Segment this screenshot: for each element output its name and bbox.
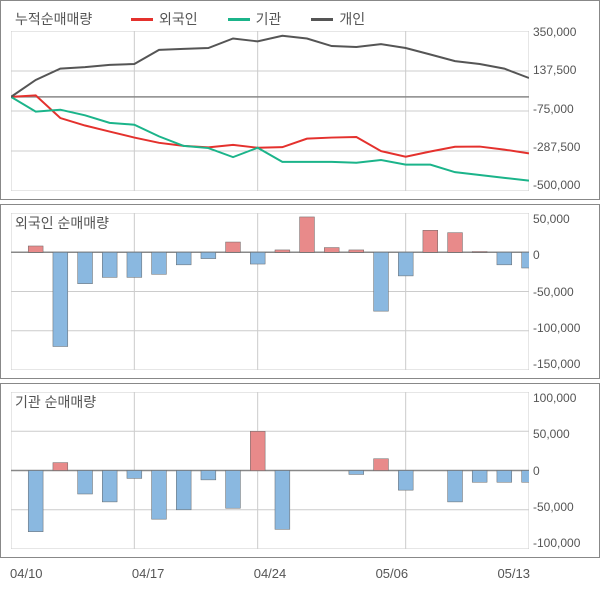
- institution-net-trade-panel: 기관 순매매량 100,00050,0000-50,000-100,000: [0, 383, 600, 558]
- legend-swatch-foreign: [131, 18, 153, 21]
- legend-swatch-institution: [228, 18, 250, 21]
- legend-label-individual: 개인: [339, 9, 365, 29]
- x-tick-label: 05/06: [376, 566, 409, 598]
- y-tick-label: -150,000: [533, 358, 595, 370]
- x-tick-label: 05/13: [497, 566, 530, 598]
- legend-label-institution: 기관: [256, 9, 282, 29]
- panel1-chart-area: [11, 31, 529, 191]
- y-tick-label: 0: [533, 465, 595, 477]
- y-tick-label: -50,000: [533, 501, 595, 513]
- y-tick-label: 50,000: [533, 428, 595, 440]
- panel1-svg: [11, 31, 529, 191]
- x-axis: 04/10 04/17 04/24 05/06 05/13: [0, 558, 600, 598]
- cumulative-net-trade-panel: 누적순매매량 외국인 기관 개인 350,000 137,500 -75,000 -2…: [0, 0, 600, 200]
- legend-item-foreign: 외국인: [131, 9, 198, 29]
- panel1-y-axis: 350,000 137,500 -75,000 -287,500 -500,000: [533, 26, 595, 191]
- y-tick-label: 0: [533, 249, 595, 261]
- x-tick-label: 04/24: [254, 566, 287, 598]
- y-tick-label: 350,000: [533, 26, 595, 38]
- y-tick-label: 100,000: [533, 392, 595, 404]
- panel2-chart-area: [11, 213, 529, 370]
- y-tick-label: -100,000: [533, 322, 595, 334]
- legend-swatch-individual: [311, 18, 333, 21]
- x-tick-label: 04/10: [10, 566, 43, 598]
- panel1-legend: 외국인 기관 개인: [131, 9, 365, 29]
- panel2-y-axis: 50,000 0 -50,000 -100,000 -150,000: [533, 213, 595, 370]
- legend-label-foreign: 외국인: [159, 9, 198, 29]
- y-tick-label: -500,000: [533, 179, 595, 191]
- y-tick-label: -50,000: [533, 286, 595, 298]
- y-tick-label: 50,000: [533, 213, 595, 225]
- panel3-y-axis: 100,000 50,000 0 -50,000 -100,000: [533, 392, 595, 549]
- panel3-chart-area: [11, 392, 529, 549]
- y-tick-label: -287,500: [533, 141, 595, 153]
- y-tick-label: -75,000: [533, 103, 595, 115]
- foreign-net-trade-panel: 외국인 순매매량 50,0000-50,000-100,000-150,000: [0, 204, 600, 379]
- x-tick-label: 04/17: [132, 566, 165, 598]
- panel1-title: 누적순매매량: [15, 9, 92, 29]
- panel3-svg: [11, 392, 529, 549]
- legend-item-individual: 개인: [311, 9, 365, 29]
- legend-item-institution: 기관: [228, 9, 282, 29]
- y-tick-label: -100,000: [533, 537, 595, 549]
- y-tick-label: 137,500: [533, 64, 595, 76]
- panel2-svg: [11, 213, 529, 370]
